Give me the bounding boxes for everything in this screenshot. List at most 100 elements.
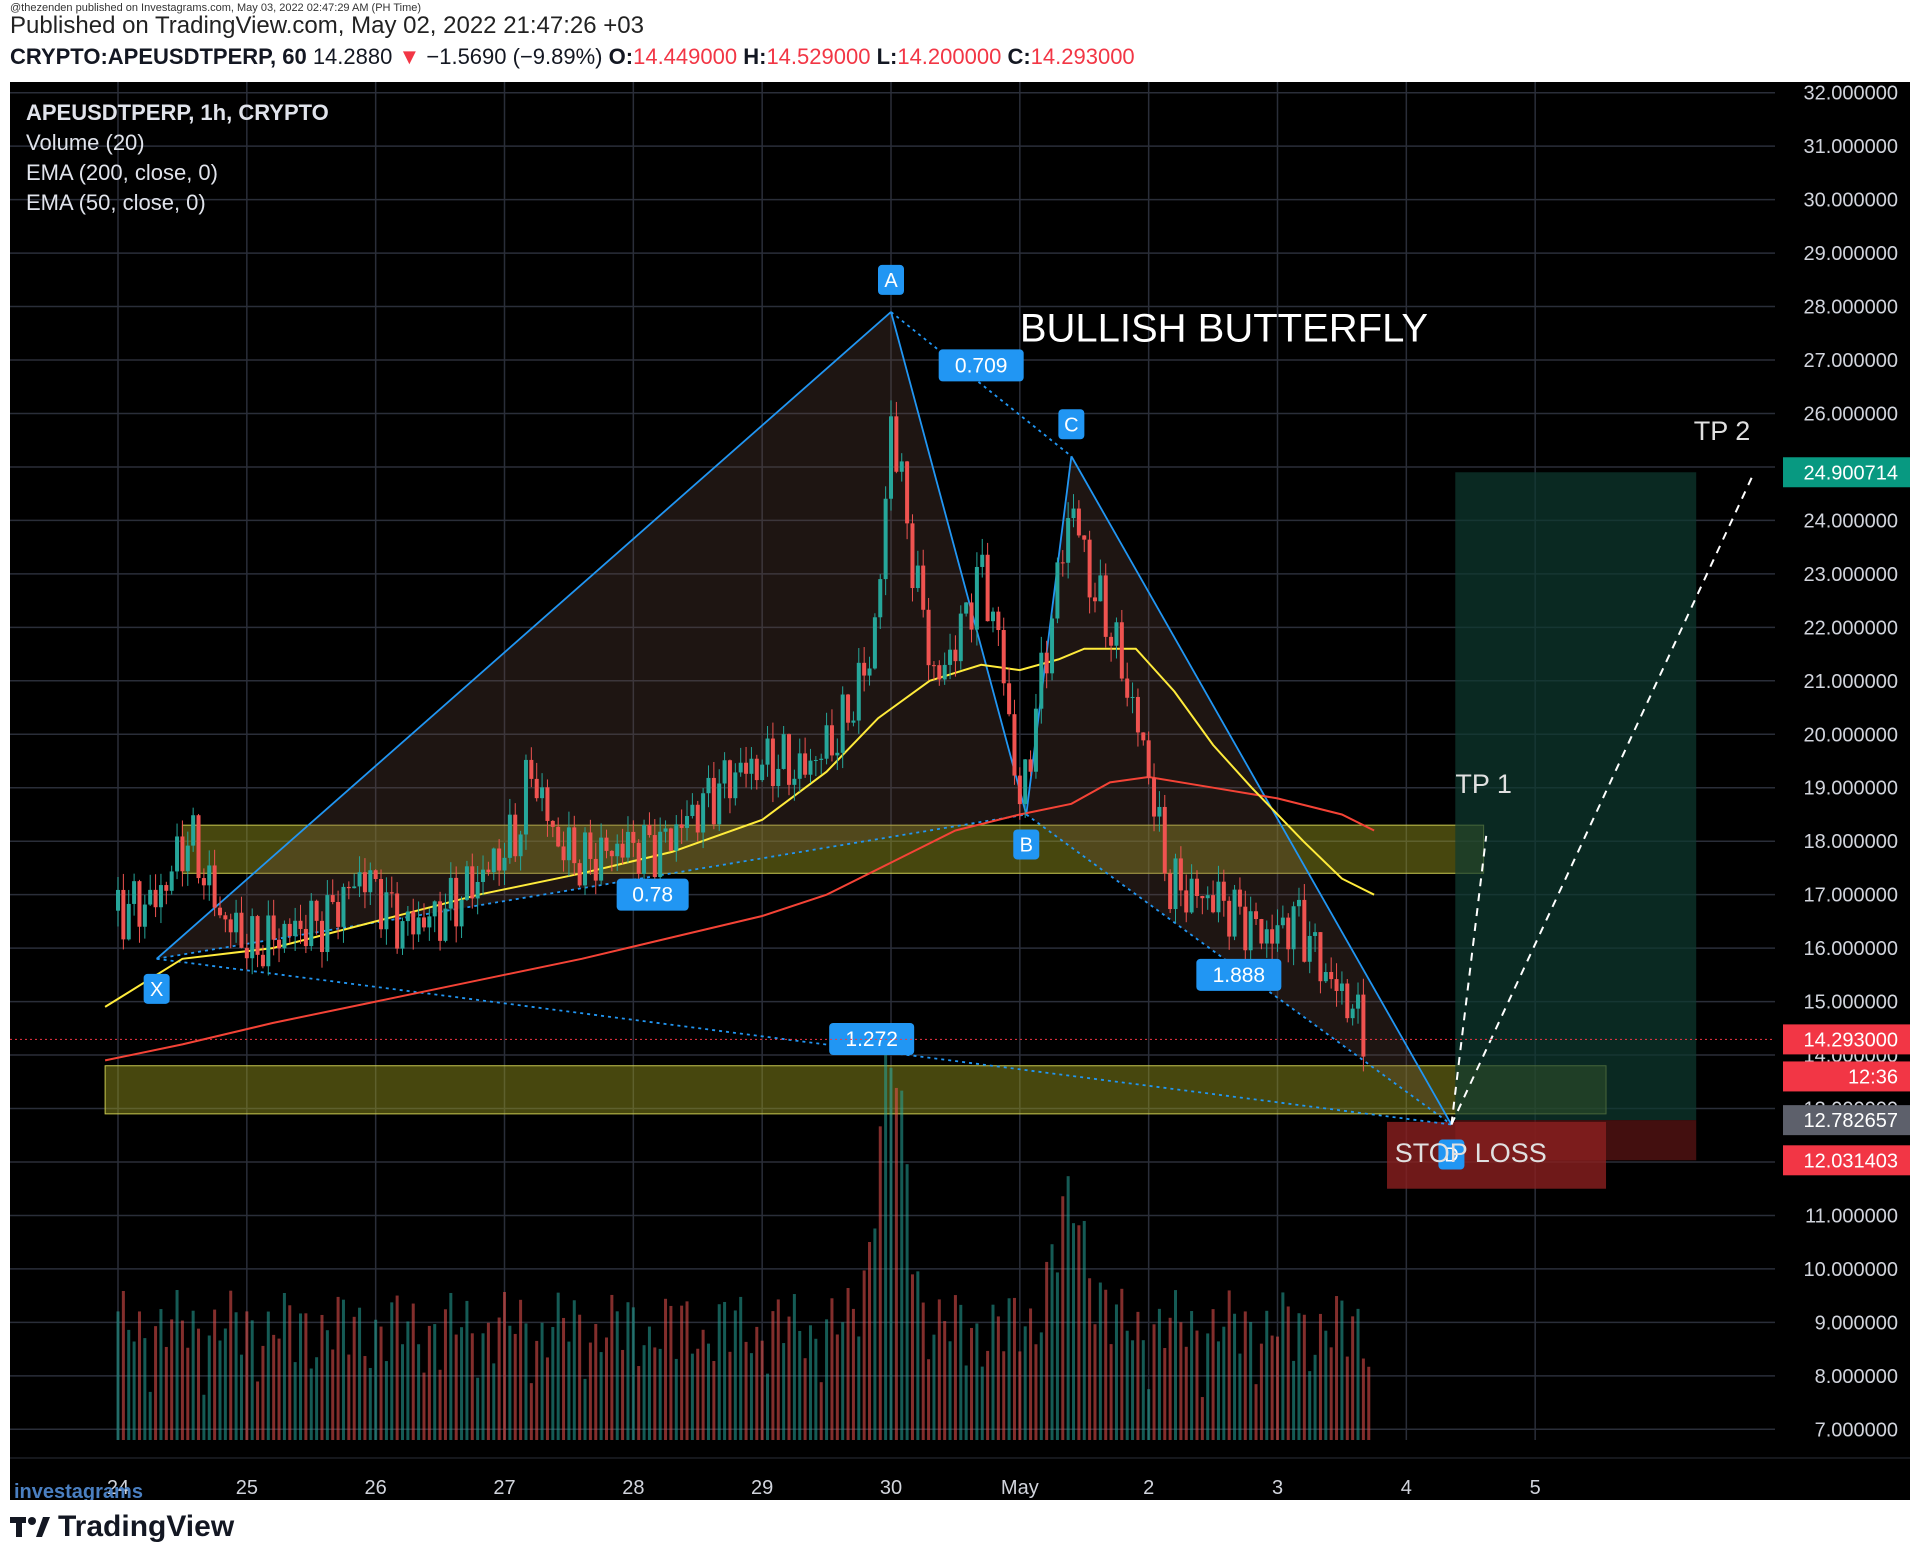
volume-bar bbox=[261, 1345, 265, 1440]
volume-bar bbox=[1093, 1324, 1097, 1440]
candle-body bbox=[1200, 895, 1205, 899]
candle-body bbox=[953, 649, 958, 662]
time-tick-label: 25 bbox=[236, 1477, 258, 1499]
candle-body bbox=[384, 892, 389, 930]
candle-body bbox=[400, 921, 405, 949]
candle-body bbox=[599, 837, 604, 881]
candle-body bbox=[1275, 925, 1280, 944]
volume-bar bbox=[706, 1343, 710, 1440]
pattern-point-a: A bbox=[878, 264, 904, 295]
volume-bar bbox=[776, 1299, 780, 1440]
volume-bar bbox=[1222, 1326, 1226, 1440]
pattern-point-badge bbox=[1438, 1139, 1465, 1170]
time-tick-label: 27 bbox=[493, 1477, 515, 1499]
candle-body bbox=[298, 920, 303, 929]
candle-body bbox=[1243, 906, 1248, 951]
candle-body bbox=[974, 566, 979, 630]
volume-bar bbox=[352, 1316, 356, 1440]
volume-bar bbox=[288, 1305, 292, 1440]
support-zone bbox=[181, 824, 1485, 874]
volume-bar bbox=[1018, 1351, 1022, 1440]
volume-bar bbox=[207, 1335, 211, 1440]
candle-body bbox=[1211, 895, 1216, 913]
candle-body bbox=[829, 725, 834, 756]
candle-body bbox=[1033, 708, 1038, 772]
candle-body bbox=[1092, 597, 1097, 602]
candle-body bbox=[309, 900, 314, 947]
volume-bar bbox=[384, 1361, 388, 1440]
candle-body bbox=[695, 804, 700, 833]
volume-bar bbox=[395, 1295, 399, 1440]
volume-bar bbox=[1302, 1314, 1306, 1440]
candle-body bbox=[1189, 878, 1194, 913]
volume-bar bbox=[1088, 1278, 1092, 1440]
volume-bar bbox=[170, 1319, 174, 1440]
published-title: Published on TradingView.com, May 02, 20… bbox=[10, 12, 644, 39]
volume-bar bbox=[631, 1307, 635, 1440]
leg-ab bbox=[890, 311, 1028, 815]
ratio-label: 0.709 bbox=[938, 349, 1024, 382]
volume-bar bbox=[1340, 1300, 1344, 1440]
volume-bar bbox=[470, 1333, 474, 1440]
volume-bar bbox=[1098, 1282, 1102, 1440]
tradingview-logo[interactable]: TradingView bbox=[10, 1510, 234, 1544]
pattern-point-badge bbox=[1058, 409, 1085, 440]
time-tick-label: 2 bbox=[1143, 1477, 1154, 1499]
price-tag: 12:36 bbox=[1848, 1066, 1898, 1088]
volume-bar bbox=[841, 1322, 845, 1440]
ratio-badge bbox=[1196, 958, 1282, 991]
volume-bar bbox=[492, 1363, 496, 1440]
candle-body bbox=[223, 915, 228, 920]
candle-body bbox=[1114, 622, 1119, 646]
candle-body bbox=[787, 734, 792, 785]
volume-bar bbox=[1104, 1289, 1108, 1440]
volume-bar bbox=[1109, 1344, 1113, 1440]
candle-body bbox=[588, 832, 593, 859]
volume-bar bbox=[825, 1319, 829, 1440]
candle-body bbox=[760, 764, 765, 781]
volume-bar bbox=[1265, 1310, 1269, 1440]
close-label: C: bbox=[1007, 44, 1031, 69]
volume-bar bbox=[905, 1164, 909, 1440]
candle-body bbox=[336, 902, 341, 927]
symbol-name[interactable]: CRYPTO:APEUSDTPERP, 60 bbox=[10, 44, 307, 69]
volume-bar bbox=[1136, 1311, 1140, 1440]
candle-body bbox=[1248, 911, 1253, 951]
candle-body bbox=[454, 877, 459, 927]
candle-body bbox=[1318, 932, 1323, 982]
volume-bar bbox=[556, 1292, 560, 1440]
candle-body bbox=[620, 843, 625, 858]
candle-body bbox=[1259, 919, 1264, 944]
candle-body bbox=[1076, 508, 1081, 536]
volume-bar bbox=[438, 1369, 442, 1440]
candle-body bbox=[813, 759, 818, 761]
volume-bar bbox=[1050, 1244, 1054, 1440]
candle-body bbox=[282, 923, 287, 949]
candle-body bbox=[835, 752, 840, 756]
volume-bar bbox=[1200, 1397, 1204, 1440]
volume-bar bbox=[653, 1347, 657, 1440]
candle-body bbox=[685, 816, 690, 828]
volume-bar bbox=[417, 1344, 421, 1440]
candle-body bbox=[921, 565, 926, 610]
volume-bar bbox=[814, 1338, 818, 1440]
volume-bar bbox=[1345, 1356, 1349, 1440]
price-tick-label: 10.000000 bbox=[1803, 1259, 1898, 1281]
volume-bar bbox=[1329, 1347, 1333, 1440]
candle-body bbox=[207, 865, 212, 886]
pattern-point-b: B bbox=[1013, 829, 1040, 860]
volume-bar bbox=[341, 1299, 345, 1440]
candle-body bbox=[679, 824, 684, 828]
candle-body bbox=[1130, 696, 1135, 698]
volume-bar bbox=[540, 1322, 544, 1440]
volume-bar bbox=[1007, 1298, 1011, 1440]
candle-body bbox=[1286, 917, 1291, 950]
volume-bar bbox=[572, 1300, 576, 1440]
volume-bar bbox=[583, 1378, 587, 1440]
pattern-point-label: A bbox=[884, 270, 898, 292]
volume-bar bbox=[798, 1330, 802, 1440]
candle-body bbox=[1152, 778, 1157, 817]
price-tick-label: 8.000000 bbox=[1815, 1366, 1898, 1388]
volume-bar bbox=[1361, 1358, 1365, 1440]
